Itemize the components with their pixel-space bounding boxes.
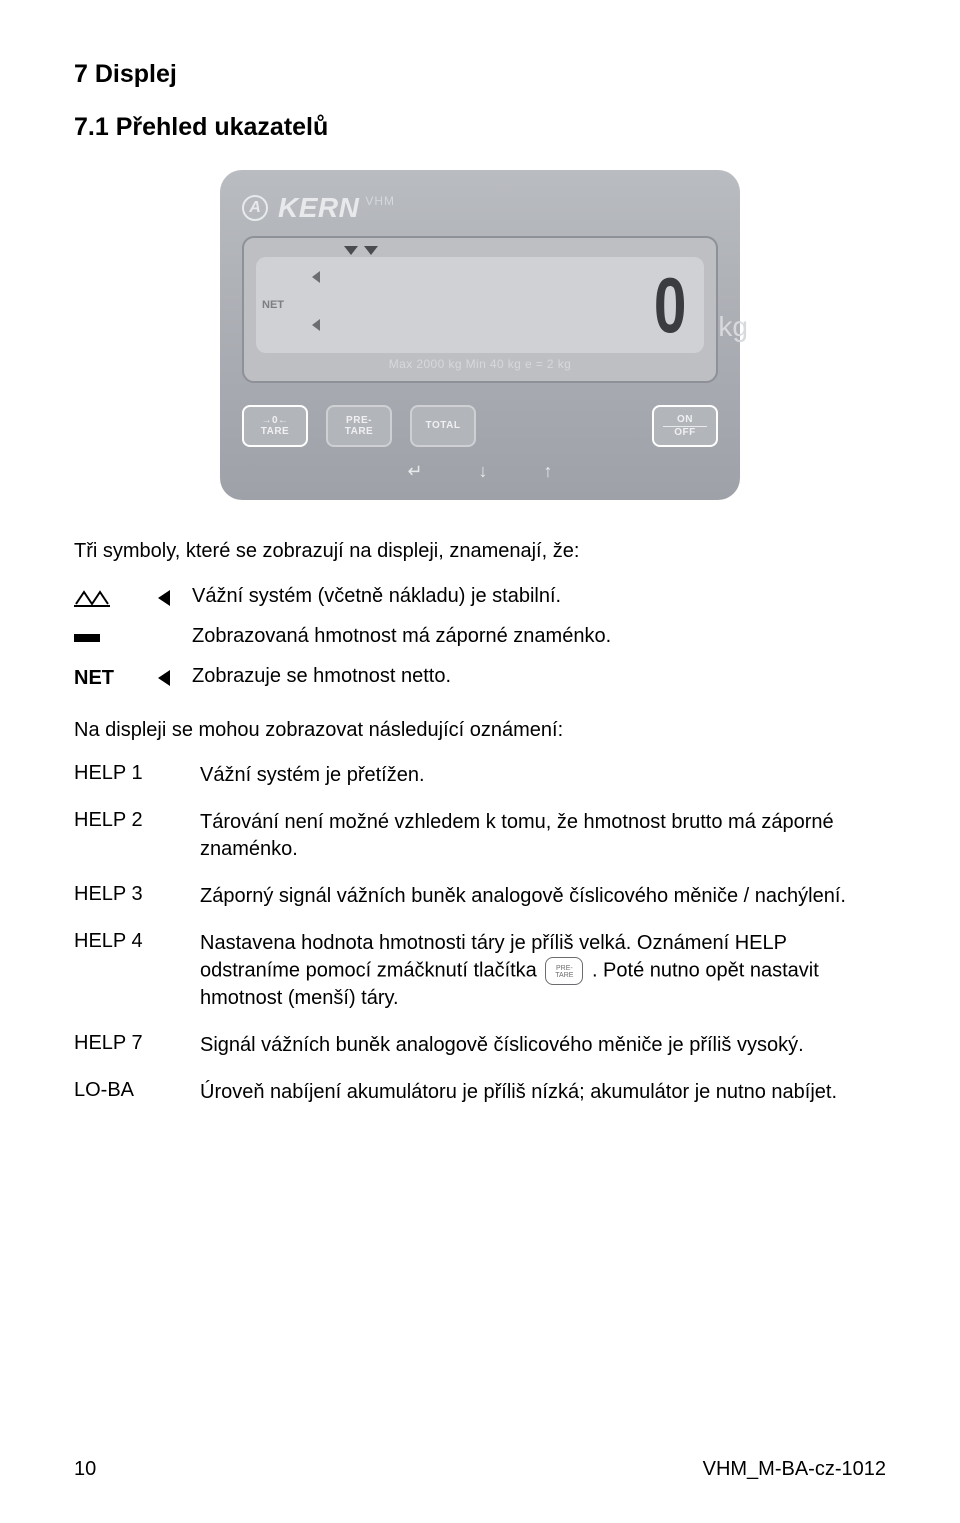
btn-line: TARE [345,426,373,438]
lcd-top-markers [344,246,704,255]
help-key: HELP 1 [74,762,200,785]
zero-tare-button[interactable]: →0← TARE [242,405,308,447]
triangle-left-icon [158,670,170,686]
inline-btn-line: PRE- [556,965,573,972]
device-arrow-row: ↵ ↓ ↑ [242,461,718,482]
symbol-row-stable: Vážní systém (včetně nákladu) je stabiln… [74,585,886,611]
triangle-down-icon [344,246,358,255]
on-off-button[interactable]: ON OFF [652,405,718,447]
help-key: HELP 3 [74,883,200,906]
lcd-left-arrows [312,271,320,331]
lcd-unit: kg [718,311,748,343]
help-key: HELP 4 [74,930,200,953]
help-val: Nastavena hodnota hmotnosti táry je příl… [200,930,886,1012]
messages-intro: Na displeji se mohou zobrazovat následuj… [74,719,886,742]
triangle-left-icon [158,590,170,606]
symbol-text: Zobrazuje se hmotnost netto. [192,665,451,688]
page-footer: 10 VHM_M-BA-cz-1012 [74,1458,886,1481]
help-val: Signál vážních buněk analogově číslicové… [200,1032,886,1059]
btn-line: ON [677,414,693,426]
device-button-row: →0← TARE PRE- TARE TOTAL ON OFF [242,405,718,447]
section-number-title: 7 Displej [74,60,886,89]
btn-line: PRE- [346,415,372,427]
brand-name: KERN [278,192,359,224]
arrow-down-icon: ↓ [479,461,488,482]
intro-text: Tři symboly, které se zobrazují na displ… [74,540,886,563]
symbol-icon-cell [74,585,158,611]
lcd-display: NET 0 kg [256,257,704,353]
help-row-loba: LO-BA Úroveň nabíjení akumulátoru je pří… [74,1079,886,1106]
stable-icon [74,588,110,608]
device-panel: A KERN VHM NET 0 kg Max 2000 kg Min 40 k… [220,170,740,500]
lcd-caption: Max 2000 kg Min 40 kg e = 2 kg [256,357,704,371]
btn-line: TARE [261,426,289,438]
symbol-text: Zobrazovaná hmotnost má záporné znaménko… [192,625,611,648]
arrow-up-icon: ↑ [544,461,553,482]
help-val: Tárování není možné vzhledem k tomu, že … [200,809,886,863]
help-val: Záporný signál vážních buněk analogově č… [200,883,886,910]
inline-btn-line: TARE [555,972,573,979]
device-illustration: A KERN VHM NET 0 kg Max 2000 kg Min 40 k… [74,170,886,500]
lcd-outer: NET 0 kg Max 2000 kg Min 40 kg e = 2 kg [242,236,718,383]
help-row-7: HELP 7 Signál vážních buněk analogově čí… [74,1032,886,1059]
total-button[interactable]: TOTAL [410,405,476,447]
minus-icon [74,634,100,642]
symbol-arrow-cell [158,585,192,611]
triangle-left-icon [312,271,320,283]
triangle-down-icon [364,246,378,255]
symbol-list: Vážní systém (včetně nákladu) je stabiln… [74,585,886,691]
lcd-net-label: NET [262,299,284,311]
brand-model: VHM [365,194,395,208]
btn-line: TOTAL [426,420,461,432]
pre-tare-inline-button: PRE- TARE [545,957,583,985]
button-group-right: ON OFF [652,405,718,447]
doc-code: VHM_M-BA-cz-1012 [703,1458,886,1481]
help-key: LO-BA [74,1079,200,1102]
enter-icon: ↵ [407,461,422,482]
help-row-3: HELP 3 Záporný signál vážních buněk anal… [74,883,886,910]
symbol-arrow-cell [158,625,192,651]
symbol-icon-cell [74,625,158,651]
pre-tare-button[interactable]: PRE- TARE [326,405,392,447]
help-val: Vážní systém je přetížen. [200,762,886,789]
net-label: NET [74,667,114,690]
btn-line: →0← [261,415,288,427]
subsection-title: 7.1 Přehled ukazatelů [74,113,886,142]
symbol-text: Vážní systém (včetně nákladu) je stabiln… [192,585,561,608]
symbol-row-negative: Zobrazovaná hmotnost má záporné znaménko… [74,625,886,651]
symbol-icon-cell: NET [74,665,158,691]
help-row-2: HELP 2 Tárování není možné vzhledem k to… [74,809,886,863]
help-key: HELP 7 [74,1032,200,1055]
brand-row: A KERN VHM [242,188,718,228]
page-number: 10 [74,1458,96,1481]
btn-line: OFF [674,427,696,439]
help-row-1: HELP 1 Vážní systém je přetížen. [74,762,886,789]
lcd-value: 0 [653,266,686,344]
symbol-arrow-cell [158,665,192,691]
triangle-left-icon [312,319,320,331]
brand-badge-icon: A [242,195,268,221]
symbol-row-net: NET Zobrazuje se hmotnost netto. [74,665,886,691]
help-key: HELP 2 [74,809,200,832]
button-group-left: →0← TARE PRE- TARE TOTAL [242,405,476,447]
help-row-4: HELP 4 Nastavena hodnota hmotnosti táry … [74,930,886,1012]
help-val: Úroveň nabíjení akumulátoru je příliš ní… [200,1079,886,1106]
